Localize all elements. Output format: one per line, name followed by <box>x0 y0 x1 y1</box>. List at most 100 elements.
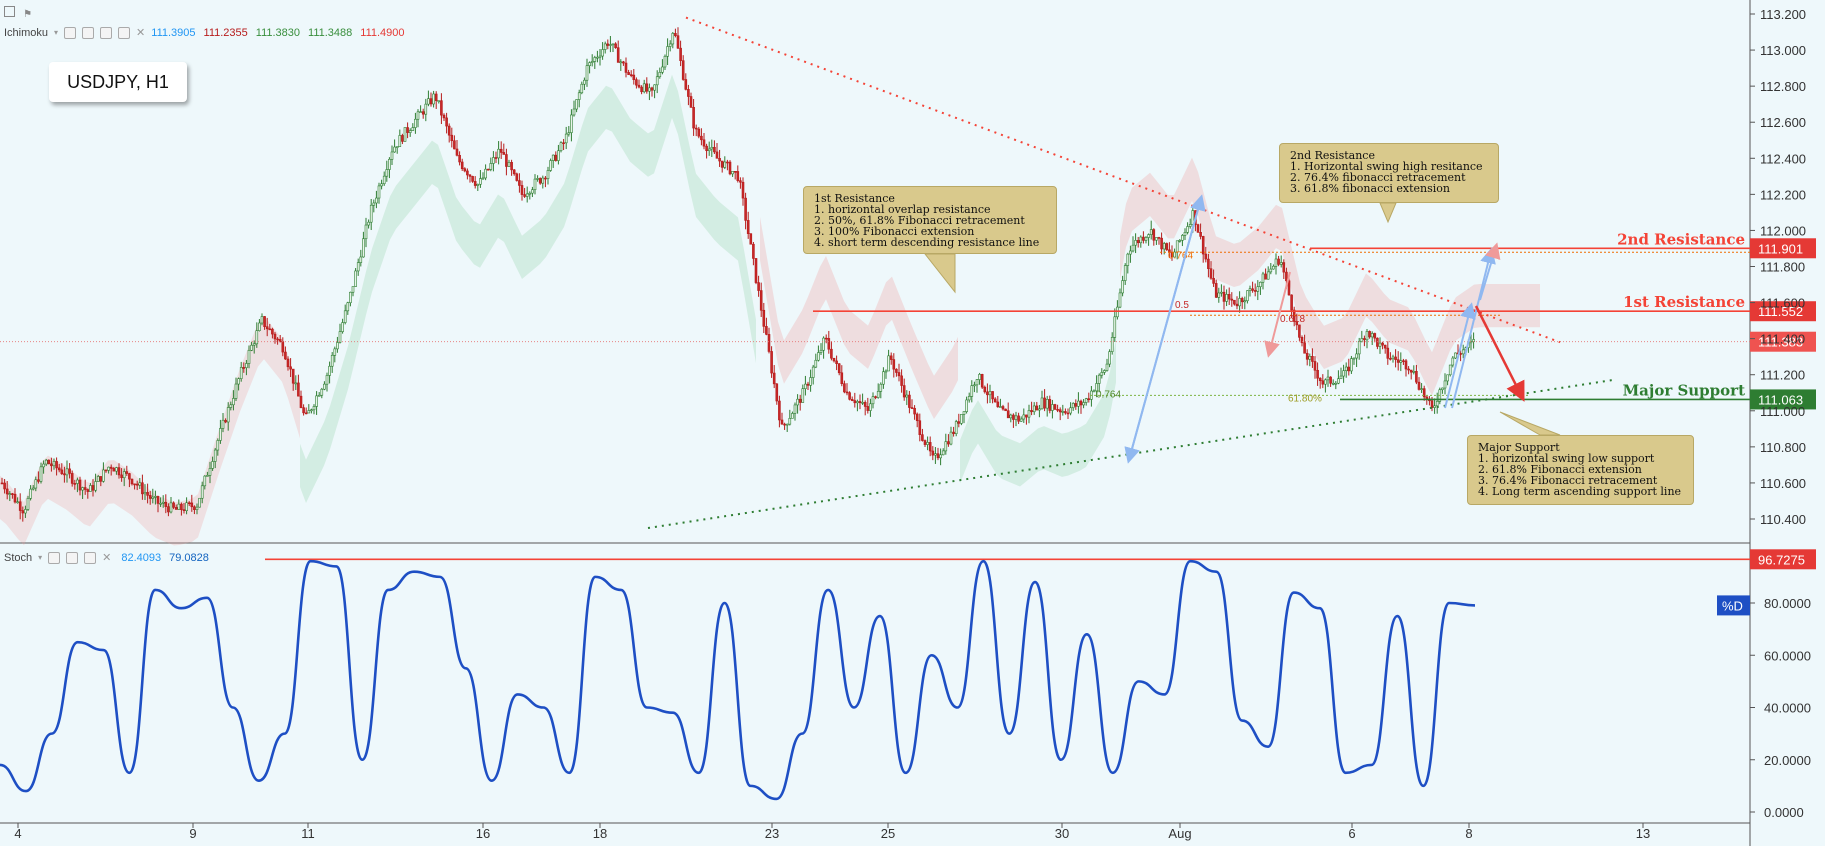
candle-body <box>967 396 971 401</box>
candle-body <box>1412 371 1416 373</box>
eye-icon[interactable] <box>48 551 61 564</box>
time-axis[interactable]: 4 9 11 16 18 23 25 30 Aug 6 8 13 <box>14 823 1650 841</box>
close-icon[interactable]: ✕ <box>136 27 146 39</box>
candle-body <box>375 197 378 204</box>
candle-body <box>1084 398 1088 403</box>
flag-icon[interactable]: ⚑ <box>23 9 33 20</box>
candle-body <box>988 391 992 396</box>
candle-body <box>811 366 815 378</box>
candle-body <box>702 139 706 147</box>
candle-body <box>203 475 207 487</box>
candle-body <box>778 400 781 421</box>
candle-body <box>1199 232 1202 237</box>
candle-body <box>1344 366 1348 372</box>
candle-body <box>689 96 693 108</box>
candle-body <box>424 103 428 115</box>
gear-icon[interactable] <box>66 551 79 564</box>
stoch-tick-label: 40.0000 <box>1764 701 1811 716</box>
candle-body <box>1308 356 1312 360</box>
trendlines[interactable] <box>647 16 1613 530</box>
candle-body <box>364 224 368 240</box>
candle-body <box>1186 226 1189 233</box>
candle-body <box>312 406 316 411</box>
candle-body <box>484 168 487 179</box>
note-line: 1. Horizontal swing high resitance <box>1290 160 1483 173</box>
retrace-arrow <box>1264 271 1291 358</box>
candle-body <box>167 506 170 513</box>
stoch-value: 79.0828 <box>169 551 209 564</box>
chevron-down-icon[interactable]: ▾ <box>38 553 43 562</box>
candle-body <box>304 412 308 415</box>
candle-body <box>37 479 40 482</box>
candle-body <box>947 441 950 445</box>
candle-body <box>476 183 480 186</box>
candle-body <box>824 337 828 340</box>
candle-body <box>445 117 448 127</box>
stoch-label[interactable]: Stoch <box>4 551 33 564</box>
candle-body <box>882 371 885 385</box>
candle-body <box>941 450 945 456</box>
candle-body <box>190 502 194 508</box>
more-icon[interactable] <box>118 26 131 39</box>
candle-body <box>918 420 922 435</box>
source-icon[interactable] <box>100 26 113 39</box>
candle-body <box>1027 410 1031 418</box>
candle-body <box>531 189 534 194</box>
candle-body <box>580 83 584 94</box>
candle-body <box>193 506 196 511</box>
candle-body <box>0 482 4 485</box>
candle-body <box>1204 253 1208 260</box>
candle-body <box>1227 294 1231 300</box>
candle-body <box>135 483 139 486</box>
candle-body <box>718 158 721 162</box>
candle-body <box>736 171 740 181</box>
candle-body <box>1292 309 1296 322</box>
candle-body <box>853 400 857 404</box>
price-tick-label: 111.800 <box>1760 260 1805 275</box>
candle-body <box>687 89 690 97</box>
eye-icon[interactable] <box>64 26 77 39</box>
chevron-down-icon[interactable]: ▾ <box>54 28 59 37</box>
candle-body <box>767 334 771 352</box>
candle-body <box>1113 316 1117 338</box>
candle-body <box>1129 250 1132 255</box>
toolbar: ⚑ <box>4 6 32 20</box>
candle-body <box>76 479 79 484</box>
candle-body <box>395 146 399 148</box>
candle-body <box>921 434 924 441</box>
candle-body <box>585 65 589 81</box>
candle-body <box>822 337 825 351</box>
gear-icon[interactable] <box>82 26 95 39</box>
candle-body <box>697 128 701 137</box>
candle-body <box>1272 265 1275 270</box>
candle-body <box>260 316 264 324</box>
candle-body <box>211 461 214 469</box>
candle-body <box>200 485 204 499</box>
candle-body <box>57 467 61 471</box>
candle-body <box>1399 360 1403 363</box>
candle-body <box>1209 268 1213 279</box>
candle-body <box>507 162 511 167</box>
date-label: 16 <box>476 826 490 841</box>
candle-body <box>588 62 591 66</box>
candle-body <box>731 171 734 175</box>
more-icon[interactable] <box>84 551 97 564</box>
candle-body <box>577 92 581 100</box>
candle-body <box>479 178 482 185</box>
candle-body <box>913 407 916 415</box>
candle-body <box>1222 291 1226 302</box>
ichimoku-label[interactable]: Ichimoku <box>4 26 49 39</box>
candle-body <box>60 469 64 475</box>
candle-body <box>442 114 446 119</box>
square-icon[interactable] <box>4 6 15 17</box>
candle-body <box>115 467 118 472</box>
price-tick-label: 113.200 <box>1760 7 1806 22</box>
horizontal-levels[interactable]: 2nd Resistance 1st Resistance Major Suppor… <box>0 230 1816 410</box>
close-icon[interactable]: ✕ <box>102 552 112 564</box>
candle-body <box>336 342 339 350</box>
candle-body <box>455 148 459 156</box>
ichimoku-value: 111.3830 <box>255 26 301 39</box>
candle-body <box>481 177 485 180</box>
price-axis[interactable]: 113.200 113.000 112.800 112.600 112.400 112.2… <box>1750 7 1811 820</box>
